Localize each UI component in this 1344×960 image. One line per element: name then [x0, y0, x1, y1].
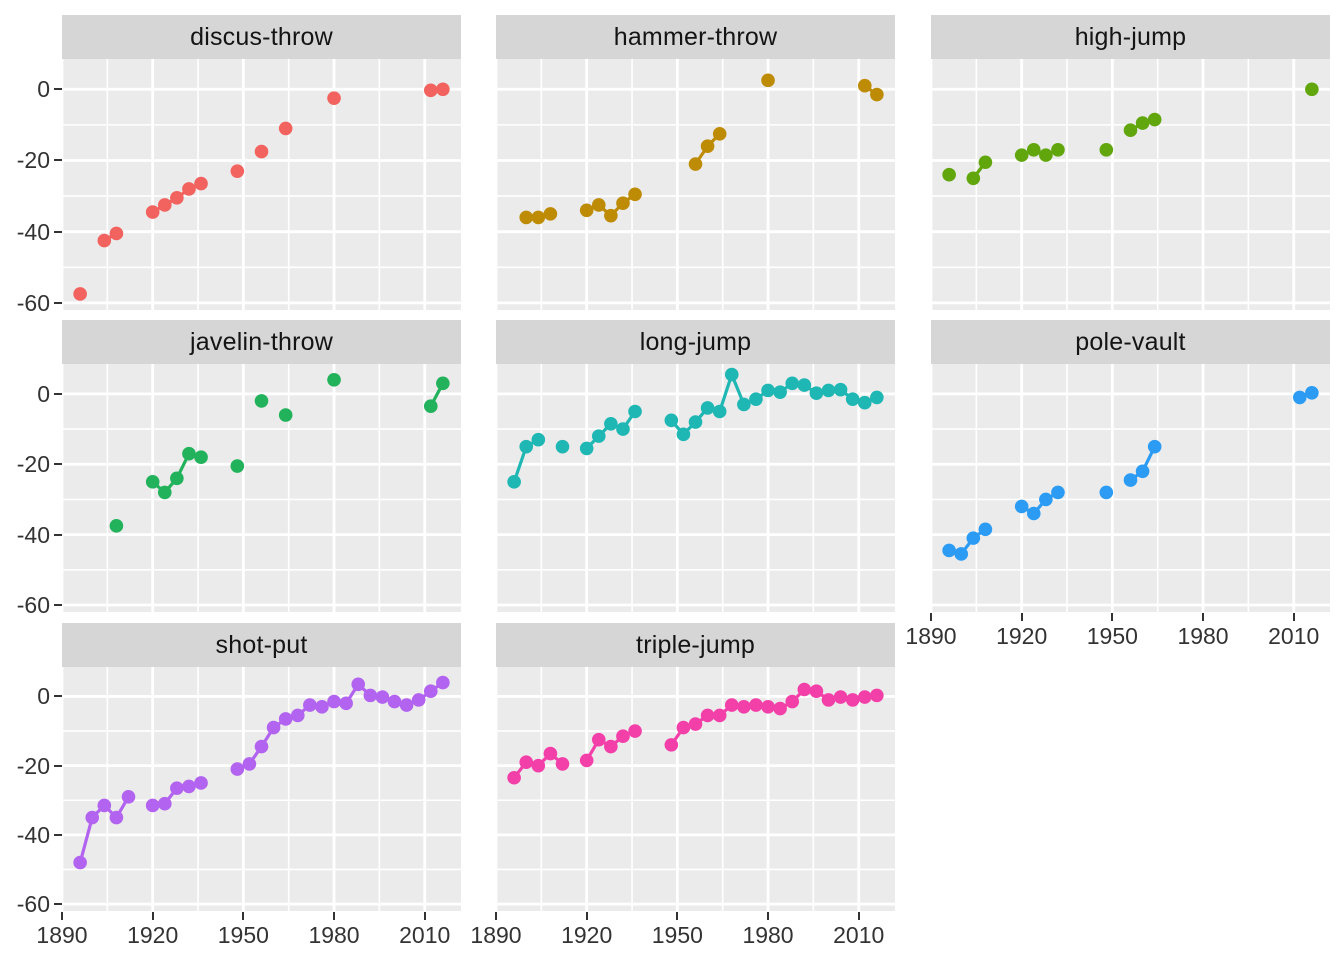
- facet-discus-throw: discus-throw: [62, 15, 461, 310]
- facet-pole-vault: pole-vault: [931, 320, 1330, 612]
- y-tick-label: -20: [16, 451, 50, 478]
- strip-label: discus-throw: [190, 22, 333, 51]
- x-tick-mark: [1202, 613, 1205, 621]
- y-tick-mark: [54, 903, 62, 906]
- x-tick-label: 1950: [217, 922, 269, 948]
- x-tick-mark: [676, 912, 679, 920]
- strip-label: pole-vault: [1075, 327, 1186, 356]
- x-tick-label: 1950: [651, 922, 703, 948]
- y-tick-label: 0: [37, 76, 50, 103]
- strip-label: high-jump: [1074, 22, 1187, 51]
- x-tick-mark: [857, 912, 860, 920]
- x-tick-label: 1890: [905, 623, 957, 649]
- panel-triple-jump: [496, 667, 895, 911]
- panel-long-jump: [496, 364, 895, 612]
- y-tick-mark: [54, 603, 62, 606]
- y-tick-mark: [54, 833, 62, 836]
- facet-strip: high-jump: [931, 15, 1330, 59]
- facet-shot-put: shot-put: [62, 623, 461, 911]
- y-tick-label: -20: [16, 752, 50, 779]
- y-tick-mark: [54, 230, 62, 233]
- y-tick-label: -40: [16, 521, 50, 548]
- x-tick-mark: [1292, 613, 1295, 621]
- x-tick-mark: [1020, 613, 1023, 621]
- x-tick-mark: [423, 912, 426, 920]
- facet-strip: javelin-throw: [62, 320, 461, 364]
- facet-strip: hammer-throw: [496, 15, 895, 59]
- strip-label: shot-put: [215, 630, 308, 659]
- x-tick-label: 2010: [399, 922, 451, 948]
- panel-javelin-throw: [62, 364, 461, 612]
- panel-discus-throw: [62, 59, 461, 310]
- facet-long-jump: long-jump: [496, 320, 895, 612]
- facet-strip: long-jump: [496, 320, 895, 364]
- strip-label: javelin-throw: [190, 327, 333, 356]
- x-tick-mark: [1111, 613, 1114, 621]
- y-tick-label: 0: [37, 380, 50, 407]
- facet-triple-jump: triple-jump: [496, 623, 895, 911]
- panel-shot-put: [62, 667, 461, 911]
- x-tick-label: 1890: [36, 922, 88, 948]
- y-tick-mark: [54, 392, 62, 395]
- y-tick-label: -40: [16, 218, 50, 245]
- y-tick-mark: [54, 764, 62, 767]
- facet-strip: discus-throw: [62, 15, 461, 59]
- facet-strip: pole-vault: [931, 320, 1330, 364]
- x-tick-mark: [767, 912, 770, 920]
- strip-label: long-jump: [639, 327, 752, 356]
- y-tick-label: -60: [16, 891, 50, 918]
- x-tick-label: 1980: [1177, 623, 1229, 649]
- y-tick-mark: [54, 533, 62, 536]
- facet-strip: triple-jump: [496, 623, 895, 667]
- strip-label: hammer-throw: [613, 22, 778, 51]
- panel-hammer-throw: [496, 59, 895, 310]
- facet-high-jump: high-jump: [931, 15, 1330, 310]
- x-tick-label: 1920: [127, 922, 179, 948]
- facet-strip: shot-put: [62, 623, 461, 667]
- y-tick-mark: [54, 301, 62, 304]
- panel-high-jump: [931, 59, 1330, 310]
- panel-pole-vault: [931, 364, 1330, 612]
- y-tick-label: -60: [16, 591, 50, 618]
- y-tick-mark: [54, 695, 62, 698]
- x-tick-label: 1980: [742, 922, 794, 948]
- x-tick-mark: [930, 613, 932, 621]
- x-tick-label: 1980: [308, 922, 360, 948]
- x-tick-mark: [495, 912, 497, 920]
- strip-label: triple-jump: [636, 630, 755, 659]
- x-tick-label: 1950: [1086, 623, 1138, 649]
- x-tick-mark: [585, 912, 588, 920]
- x-tick-mark: [333, 912, 336, 920]
- x-tick-label: 1920: [561, 922, 613, 948]
- facet-javelin-throw: javelin-throw: [62, 320, 461, 612]
- y-tick-label: 0: [37, 683, 50, 710]
- y-tick-label: -20: [16, 147, 50, 174]
- x-tick-mark: [151, 912, 154, 920]
- facet-hammer-throw: hammer-throw: [496, 15, 895, 310]
- x-tick-label: 2010: [1268, 623, 1320, 649]
- x-tick-label: 1890: [470, 922, 522, 948]
- x-tick-mark: [61, 912, 63, 920]
- x-tick-label: 2010: [833, 922, 885, 948]
- y-tick-mark: [54, 159, 62, 162]
- x-tick-label: 1920: [996, 623, 1048, 649]
- x-tick-mark: [242, 912, 245, 920]
- y-tick-mark: [54, 463, 62, 466]
- y-tick-label: -60: [16, 289, 50, 316]
- y-tick-mark: [54, 88, 62, 91]
- y-tick-label: -40: [16, 821, 50, 848]
